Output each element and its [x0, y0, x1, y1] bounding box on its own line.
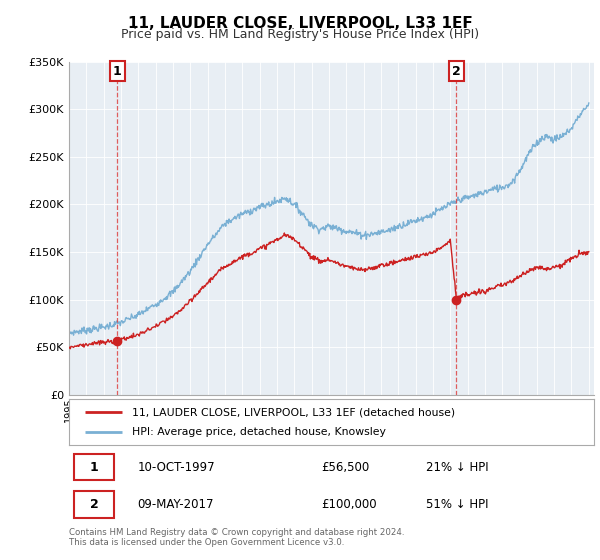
Text: 11, LAUDER CLOSE, LIVERPOOL, L33 1EF: 11, LAUDER CLOSE, LIVERPOOL, L33 1EF: [128, 16, 472, 31]
Text: HPI: Average price, detached house, Knowsley: HPI: Average price, detached house, Know…: [132, 427, 386, 437]
Text: 1: 1: [89, 460, 98, 474]
FancyBboxPatch shape: [74, 454, 113, 480]
Text: Price paid vs. HM Land Registry's House Price Index (HPI): Price paid vs. HM Land Registry's House …: [121, 28, 479, 41]
Text: 10-OCT-1997: 10-OCT-1997: [137, 460, 215, 474]
Text: £100,000: £100,000: [321, 498, 377, 511]
Text: 2: 2: [89, 498, 98, 511]
Text: 1: 1: [113, 64, 122, 78]
Text: 11, LAUDER CLOSE, LIVERPOOL, L33 1EF (detached house): 11, LAUDER CLOSE, LIVERPOOL, L33 1EF (de…: [132, 407, 455, 417]
Text: Contains HM Land Registry data © Crown copyright and database right 2024.
This d: Contains HM Land Registry data © Crown c…: [69, 528, 404, 547]
Text: 2: 2: [452, 64, 461, 78]
FancyBboxPatch shape: [74, 491, 113, 518]
Text: 09-MAY-2017: 09-MAY-2017: [137, 498, 214, 511]
Text: 51% ↓ HPI: 51% ↓ HPI: [426, 498, 488, 511]
Text: £56,500: £56,500: [321, 460, 369, 474]
Text: 21% ↓ HPI: 21% ↓ HPI: [426, 460, 488, 474]
